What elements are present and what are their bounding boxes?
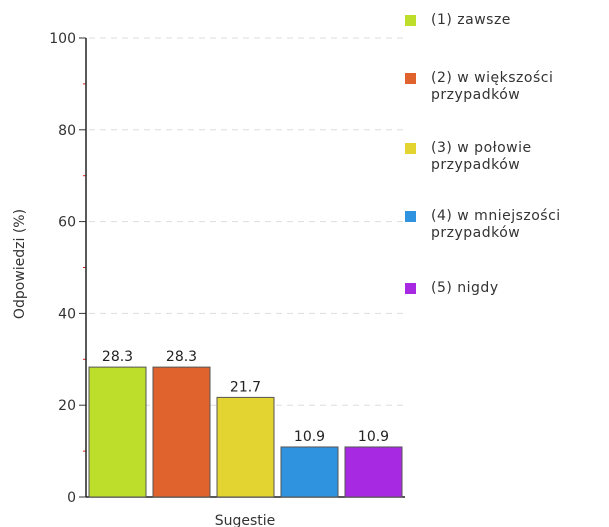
y-tick-label: 40 <box>58 306 76 322</box>
data-label: 28.3 <box>102 349 133 365</box>
legend-swatch <box>405 143 416 154</box>
y-tick-label: 20 <box>58 398 76 414</box>
legend-label: (3) w połowie przypadków <box>431 140 532 173</box>
legend-item: (5) nigdy <box>403 280 499 297</box>
legend-swatch <box>405 283 416 294</box>
y-tick-label: 0 <box>67 490 76 506</box>
data-label: 10.9 <box>358 429 389 445</box>
legend-item: (3) w połowie przypadków <box>403 140 609 174</box>
legend-swatch <box>405 15 416 26</box>
bars <box>88 366 403 498</box>
legend-label: (1) zawsze <box>431 12 511 28</box>
data-label: 21.7 <box>230 379 261 395</box>
y-axis-title: Odpowiedzi (%) <box>12 209 28 319</box>
legend-swatch <box>405 73 416 84</box>
bar <box>152 366 211 498</box>
bar <box>216 396 275 498</box>
legend-label: (5) nigdy <box>431 280 499 296</box>
y-tick-label: 100 <box>49 31 76 47</box>
legend-item: (1) zawsze <box>403 12 511 29</box>
data-label: 10.9 <box>294 429 325 445</box>
data-label: 28.3 <box>166 349 197 365</box>
bar <box>344 446 403 498</box>
legend-label: (4) w mniejszości przypadków <box>431 208 561 241</box>
legend-item: (2) w większości przypadków <box>403 70 609 104</box>
x-axis-title: Sugestie <box>215 513 276 527</box>
bar <box>88 366 147 498</box>
y-tick-label: 80 <box>58 123 76 139</box>
bar <box>280 446 339 498</box>
legend-item: (4) w mniejszości przypadków <box>403 208 609 242</box>
legend-label: (2) w większości przypadków <box>431 70 554 103</box>
data-labels: 28.3 28.3 21.7 10.9 10.9 <box>102 349 389 445</box>
legend-swatch <box>405 211 416 222</box>
y-tick-label: 60 <box>58 215 76 231</box>
grid-lines <box>89 37 405 406</box>
